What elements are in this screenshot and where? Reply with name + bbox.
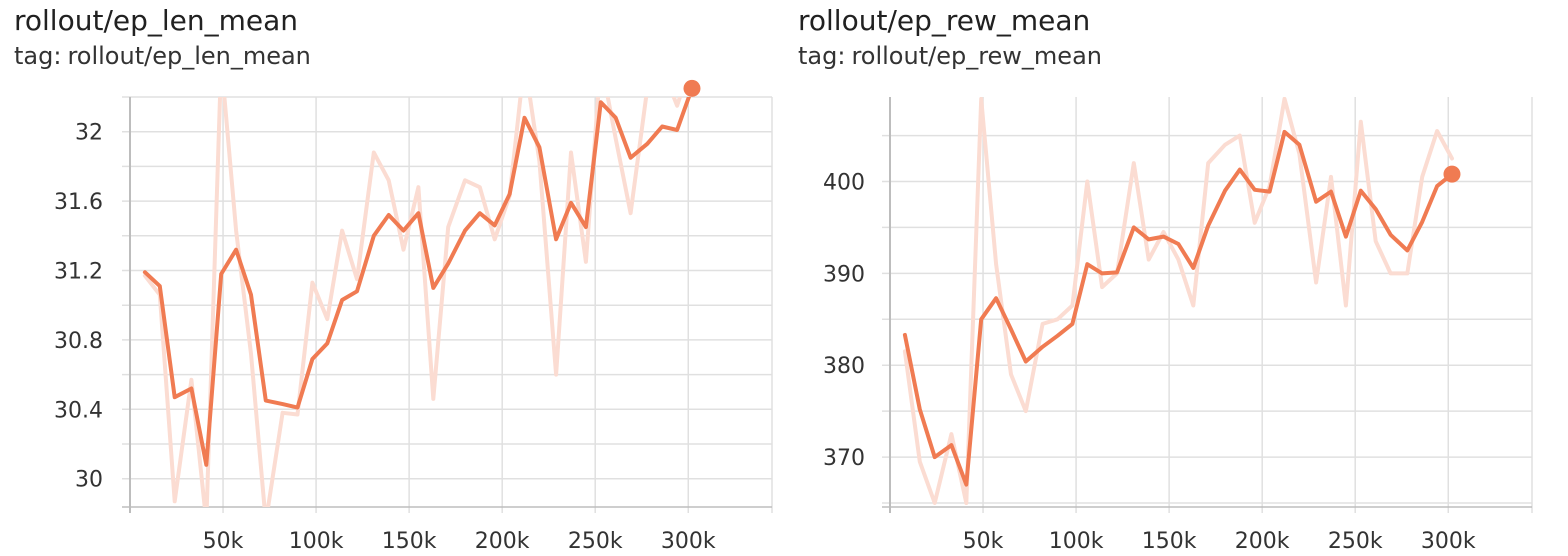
x-tick-label: 250k [568, 529, 623, 554]
x-tick-label: 250k [1328, 529, 1383, 554]
chart-tag-value: rollout/ep_len_mean [67, 42, 311, 70]
y-tick-label: 390 [823, 262, 865, 287]
x-tick-label: 300k [1421, 529, 1476, 554]
series-line-raw [902, 97, 1454, 505]
x-tick-label: 100k [289, 529, 344, 554]
chart-tag-value: rollout/ep_rew_mean [851, 42, 1102, 70]
y-tick-label: 30 [75, 468, 103, 493]
y-tick-label: 31.2 [54, 260, 103, 285]
series-line-smoothed [142, 97, 692, 467]
y-tick-label: 32 [75, 121, 103, 146]
y-tick-label: 370 [823, 446, 865, 471]
last-point-marker[interactable] [683, 79, 701, 97]
grid [122, 96, 773, 513]
chart-tag-prefix: tag: [798, 42, 846, 70]
line-chart-ep-rew-mean[interactable]: 370 380 390 400 50k 100k 150k 200k 250k 300k [784, 0, 1568, 556]
x-tick-label: 200k [475, 529, 530, 554]
x-tick-label: 50k [203, 529, 244, 554]
y-tick-label: 400 [823, 171, 865, 196]
chart-tag: tag: rollout/ep_len_mean [14, 42, 311, 70]
y-tick-label: 30.4 [54, 398, 103, 423]
chart-tag: tag: rollout/ep_rew_mean [798, 42, 1102, 70]
last-point-marker[interactable] [1443, 165, 1461, 183]
y-tick-label: 30.8 [54, 329, 103, 354]
x-tick-label: 300k [661, 529, 716, 554]
x-tick-label: 150k [382, 529, 437, 554]
y-tick-label: 31.6 [54, 190, 103, 215]
chart-panel-ep-len-mean: rollout/ep_len_mean tag: rollout/ep_len_m… [0, 0, 784, 556]
x-tick-label: 200k [1235, 529, 1290, 554]
y-tick-label: 380 [823, 354, 865, 379]
chart-title: rollout/ep_len_mean [14, 4, 299, 37]
chart-tag-prefix: tag: [14, 42, 62, 70]
chart-title: rollout/ep_rew_mean [798, 4, 1091, 37]
x-tick-label: 50k [963, 529, 1004, 554]
series-line-smoothed [902, 129, 1454, 487]
series-line-raw [142, 97, 683, 507]
chart-panel-ep-rew-mean: rollout/ep_rew_mean tag: rollout/ep_rew_m… [784, 0, 1568, 556]
line-chart-ep-len-mean[interactable]: 30 30.4 30.8 31.2 31.6 32 50k 100k 150k 200k 250k 3… [0, 0, 784, 556]
x-tick-label: 150k [1142, 529, 1197, 554]
x-tick-label: 100k [1049, 529, 1104, 554]
